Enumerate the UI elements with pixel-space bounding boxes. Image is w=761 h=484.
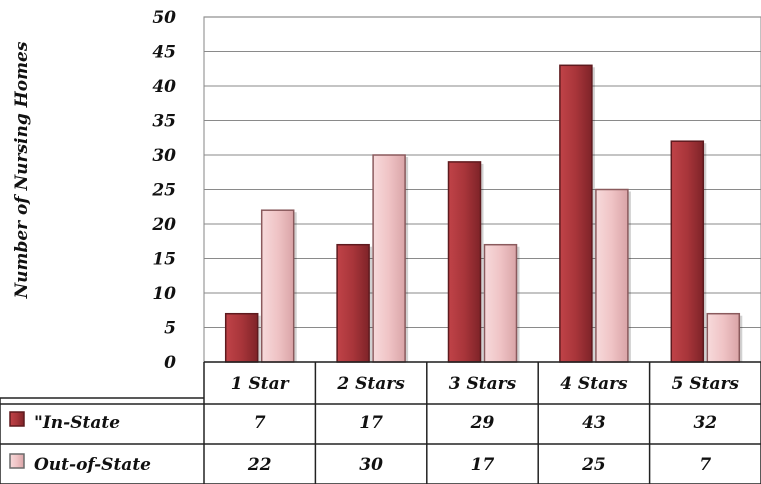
series-name: Out-of-State <box>34 455 151 475</box>
bar-in-state-5 <box>670 140 705 363</box>
category-label: 2 Stars <box>336 374 405 394</box>
table-cell-value: 29 <box>470 413 495 433</box>
table-cell-value: 43 <box>582 413 606 433</box>
y-axis-label: Number of Nursing Homes <box>12 41 32 299</box>
bar-in-state-1 <box>224 312 259 363</box>
y-tick-label: 25 <box>151 181 176 201</box>
table-cell-value: 25 <box>581 455 606 475</box>
y-tick-label: 35 <box>152 112 176 132</box>
table-cell-value: 22 <box>247 455 272 475</box>
bar-out-of-state-4 <box>595 188 629 363</box>
table-cell-value: 30 <box>359 455 383 475</box>
bar-in-state-2 <box>336 243 370 363</box>
y-tick-label: 30 <box>152 146 176 166</box>
bar-in-state-4 <box>559 64 593 363</box>
y-tick-label: 20 <box>151 215 176 235</box>
series-name: "In-State <box>34 413 120 433</box>
category-label: 1 Star <box>231 374 290 394</box>
bar-out-of-state-5 <box>706 312 741 363</box>
legend-key-in-state <box>9 411 25 427</box>
y-tick-label: 10 <box>152 284 176 304</box>
category-label: 4 Stars <box>560 374 628 394</box>
y-tick-label: 45 <box>152 43 176 63</box>
y-tick-label: 50 <box>152 8 176 28</box>
y-tick-label: 0 <box>164 353 176 373</box>
bar-out-of-state-1 <box>260 209 295 363</box>
plot-area <box>203 16 761 370</box>
y-axis-ticks: 0 5 10 15 20 25 30 35 40 45 50 <box>151 8 176 373</box>
table-cell-value: 17 <box>471 455 495 475</box>
category-label: 3 Stars <box>449 374 517 394</box>
data-table: 1 Star 2 Stars 3 Stars 4 Stars 5 Stars "In-St… <box>0 361 761 484</box>
bar-out-of-state-2 <box>372 154 406 363</box>
bar-out-of-state-3 <box>483 243 518 363</box>
table-cell-value: 7 <box>254 413 266 433</box>
y-tick-label: 15 <box>152 250 176 270</box>
legend-key-out-of-state <box>9 453 25 469</box>
bar-in-state-3 <box>447 161 482 363</box>
category-label: 5 Stars <box>672 374 740 394</box>
table-cell-value: 7 <box>699 455 711 475</box>
y-tick-label: 40 <box>152 77 176 97</box>
table-cell-value: 17 <box>359 413 383 433</box>
table-cell-value: 32 <box>693 413 717 433</box>
y-tick-label: 5 <box>164 319 176 339</box>
